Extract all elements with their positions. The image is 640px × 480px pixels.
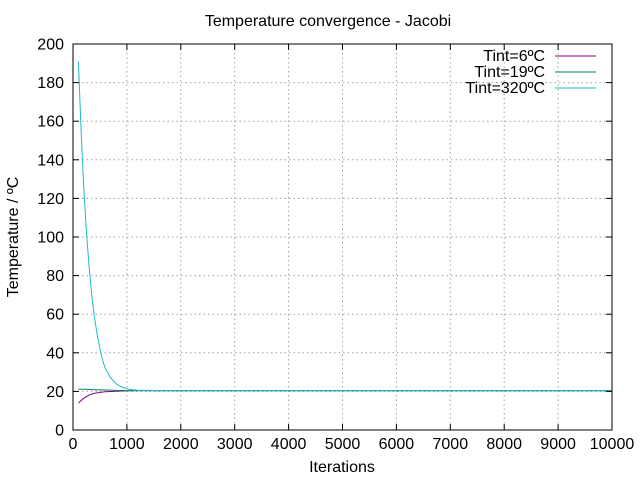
x-tick-label: 5000: [325, 436, 361, 453]
y-axis-label: Temperature / ºC: [5, 177, 22, 298]
y-tick-label: 0: [55, 423, 64, 440]
x-tick-label: 3000: [217, 436, 253, 453]
y-tick-label: 120: [37, 191, 64, 208]
legend-entry-label: Tint=320ºC: [465, 80, 545, 97]
y-tick-label: 100: [37, 230, 64, 247]
x-tick-label: 2000: [163, 436, 199, 453]
grid-lines: [73, 44, 612, 430]
y-tick-label: 60: [46, 307, 64, 324]
x-tick-label: 10000: [590, 436, 635, 453]
y-tick-label: 20: [46, 384, 64, 401]
legend-entry-label: Tint=19ºC: [474, 64, 545, 81]
y-tick-label: 180: [37, 75, 64, 92]
x-tick-label: 4000: [271, 436, 307, 453]
legend-entry-label: Tint=6ºC: [483, 48, 545, 65]
series-line-3: [77, 61, 612, 392]
x-tick-label: 8000: [486, 436, 522, 453]
chart-title: Temperature convergence - Jacobi: [205, 13, 451, 30]
axis-ticks: [72, 43, 613, 431]
x-tick-label: 9000: [540, 436, 576, 453]
series-lines: [77, 61, 612, 404]
y-tick-labels: 0 20 40 60 80 100 120 140 160 180 200: [37, 37, 64, 440]
y-tick-label: 160: [37, 114, 64, 131]
x-tick-labels: 0 1000 2000 3000 4000 5000 6000 7000 8000 9000 100…: [69, 436, 635, 453]
plot-frame: [72, 43, 613, 431]
y-tick-label: 140: [37, 152, 64, 169]
x-tick-label: 6000: [379, 436, 415, 453]
x-tick-label: 7000: [433, 436, 469, 453]
y-tick-label: 40: [46, 345, 64, 362]
x-tick-label: 1000: [109, 436, 145, 453]
x-tick-label: 0: [69, 436, 78, 453]
x-axis-label: Iterations: [309, 459, 375, 476]
series-line-1: [78, 390, 612, 404]
y-tick-label: 80: [46, 268, 64, 285]
y-tick-label: 200: [37, 37, 64, 54]
